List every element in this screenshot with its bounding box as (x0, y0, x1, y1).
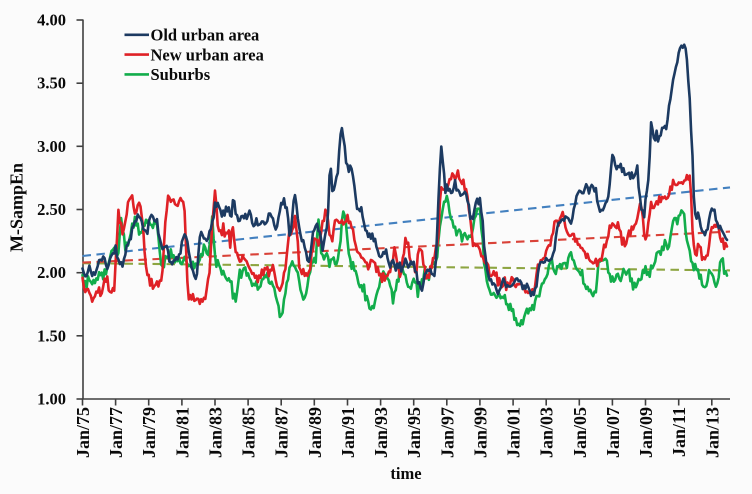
svg-text:time: time (390, 464, 421, 483)
svg-text:Old urban area: Old urban area (151, 26, 260, 45)
svg-text:Jan/97: Jan/97 (437, 407, 457, 458)
svg-text:Jan/85: Jan/85 (239, 407, 259, 458)
svg-text:Jan/05: Jan/05 (570, 407, 590, 458)
svg-text:4.00: 4.00 (37, 11, 66, 30)
svg-text:1.00: 1.00 (37, 390, 66, 409)
svg-text:Jan/07: Jan/07 (603, 407, 623, 458)
svg-text:Jan/95: Jan/95 (404, 407, 424, 458)
svg-text:1.50: 1.50 (37, 326, 66, 345)
svg-text:Jan/99: Jan/99 (470, 407, 490, 458)
svg-text:3.00: 3.00 (37, 137, 66, 156)
svg-text:Jan/75: Jan/75 (73, 407, 93, 458)
svg-text:Jan/77: Jan/77 (106, 407, 126, 458)
svg-text:Jan/11: Jan/11 (669, 407, 689, 457)
svg-text:Jan/03: Jan/03 (537, 407, 557, 458)
svg-text:Jan/83: Jan/83 (206, 407, 226, 458)
svg-text:3.50: 3.50 (37, 74, 66, 93)
svg-text:Jan/01: Jan/01 (504, 407, 524, 458)
svg-text:New urban area: New urban area (151, 45, 264, 64)
svg-text:Jan/79: Jan/79 (139, 407, 159, 458)
svg-text:Jan/09: Jan/09 (636, 407, 656, 458)
svg-text:Jan/81: Jan/81 (172, 407, 192, 458)
svg-text:M-SampEn: M-SampEn (7, 163, 27, 252)
svg-text:2.50: 2.50 (37, 200, 66, 219)
svg-text:2.00: 2.00 (37, 263, 66, 282)
svg-text:Suburbs: Suburbs (151, 65, 211, 84)
svg-text:Jan/87: Jan/87 (272, 407, 292, 458)
svg-text:Jan/93: Jan/93 (371, 407, 391, 458)
svg-text:Jan/91: Jan/91 (338, 407, 358, 458)
svg-text:Jan/13: Jan/13 (702, 407, 722, 458)
svg-text:Jan/89: Jan/89 (305, 407, 325, 458)
